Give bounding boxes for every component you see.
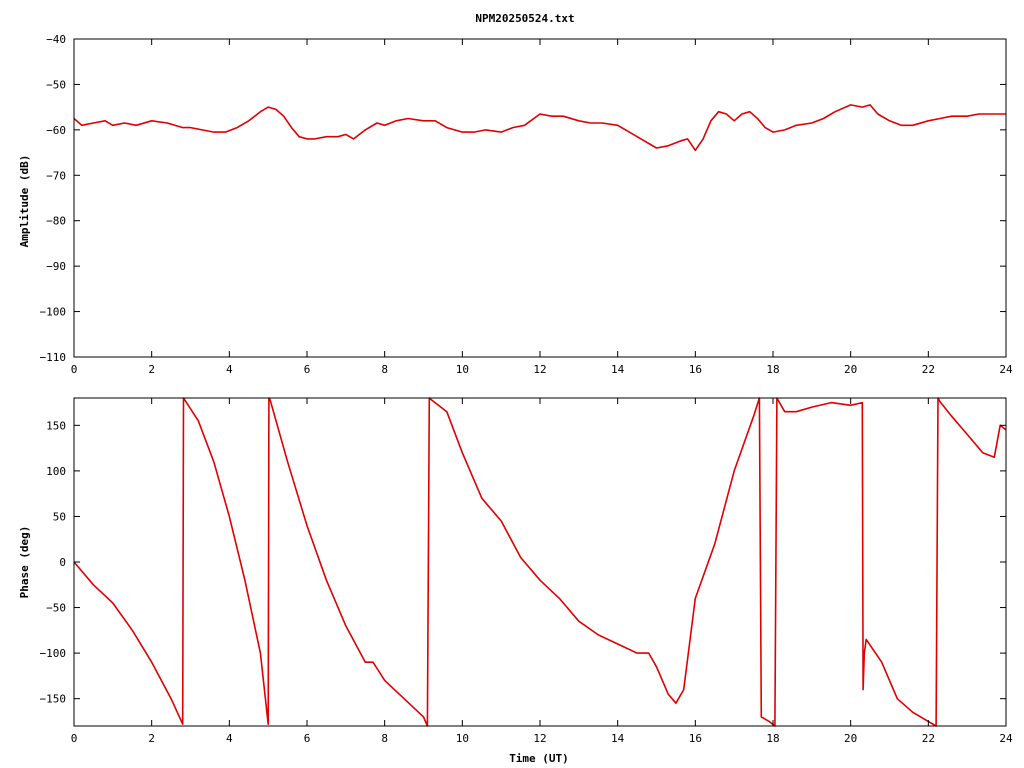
amplitude-x-tick-label: 2 <box>148 363 155 376</box>
phase-x-tick-label: 10 <box>456 732 469 745</box>
amplitude-x-tick-label: 20 <box>844 363 857 376</box>
phase-x-tick-label: 24 <box>999 732 1013 745</box>
amplitude-x-tick-label: 0 <box>71 363 78 376</box>
phase-y-tick-label: 100 <box>46 465 66 478</box>
amplitude-y-tick-label: −80 <box>46 215 66 228</box>
phase-x-tick-label: 14 <box>611 732 625 745</box>
amplitude-x-tick-label: 4 <box>226 363 233 376</box>
amplitude-x-tick-label: 10 <box>456 363 469 376</box>
amplitude-y-tick-label: −90 <box>46 260 66 273</box>
phase-panel: 0 2 4 6 8 10 12 14 16 18 20 22 24−150−100−5005010015… <box>40 397 1013 745</box>
phase-x-tick-label: 18 <box>766 732 779 745</box>
phase-x-tick-label: 8 <box>381 732 388 745</box>
amplitude-trace-line <box>73 104 1006 152</box>
amplitude-x-tick-label: 6 <box>304 363 311 376</box>
phase-y-tick-label: −50 <box>46 602 66 615</box>
time-x-axis-title: Time (UT) <box>509 752 569 765</box>
phase-x-tick-label: 6 <box>304 732 311 745</box>
amplitude-x-tick-label: 12 <box>533 363 546 376</box>
phase-y-tick-label: 0 <box>59 556 66 569</box>
amplitude-x-tick-label: 24 <box>999 363 1013 376</box>
amplitude-y-tick-label: −100 <box>40 306 67 319</box>
amplitude-x-tick-label: 16 <box>689 363 702 376</box>
phase-plot-frame <box>73 397 1007 727</box>
amplitude-plot-frame <box>73 38 1007 358</box>
amplitude-y-tick-label: −110 <box>40 351 67 364</box>
phase-trace-line <box>73 397 1007 727</box>
phase-x-tick-label: 22 <box>922 732 935 745</box>
amplitude-y-axis-title: Amplitude (dB) <box>18 155 31 248</box>
amplitude-x-tick-label: 18 <box>766 363 779 376</box>
phase-x-tick-label: 12 <box>533 732 546 745</box>
phase-x-tick-label: 2 <box>148 732 155 745</box>
amplitude-panel: 0 2 4 6 8 10 12 14 16 18 20 22 24−110−100−90−80−70−6… <box>40 33 1013 376</box>
amplitude-y-tick-label: −50 <box>46 78 66 91</box>
phase-y-tick-label: −100 <box>40 647 67 660</box>
phase-x-tick-label: 20 <box>844 732 857 745</box>
amplitude-y-tick-label: −40 <box>46 33 66 46</box>
phase-y-tick-label: −150 <box>40 693 67 706</box>
amplitude-y-tick-label: −70 <box>46 169 66 182</box>
amplitude-x-tick-label: 22 <box>922 363 935 376</box>
phase-x-tick-label: 4 <box>226 732 233 745</box>
chart-title: NPM20250524.txt <box>475 12 574 25</box>
phase-y-axis-title: Phase (deg) <box>18 526 31 599</box>
amplitude-x-tick-label: 14 <box>611 363 625 376</box>
amplitude-y-tick-label: −60 <box>46 124 66 137</box>
amplitude-x-tick-label: 8 <box>381 363 388 376</box>
phase-x-tick-label: 16 <box>689 732 702 745</box>
phase-x-tick-label: 0 <box>71 732 78 745</box>
phase-y-tick-label: 50 <box>53 510 66 523</box>
phase-y-tick-label: 150 <box>46 419 66 432</box>
